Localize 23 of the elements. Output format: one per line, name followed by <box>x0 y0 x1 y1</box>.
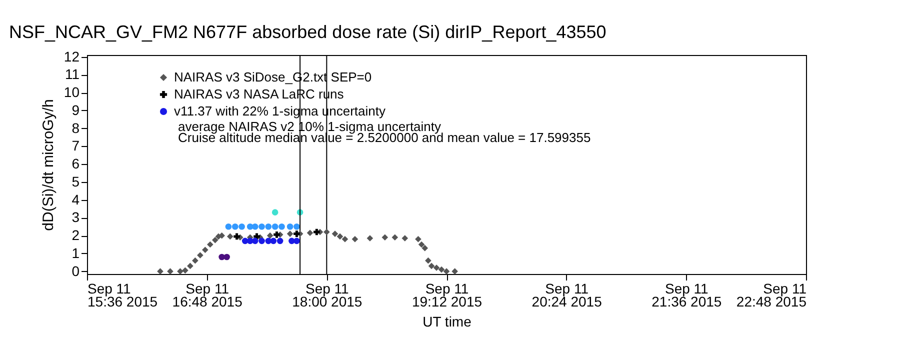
x-tick-label: Sep 11 16:48 2015 <box>172 280 243 310</box>
x-tick-label: Sep 11 15:36 2015 <box>88 280 158 310</box>
y-tick-label: 10 <box>64 84 80 100</box>
y-tick-label: 12 <box>64 48 80 64</box>
y-tick-label: 8 <box>72 120 80 136</box>
x-axis-title: UT time <box>422 314 472 330</box>
x-tick-label: Sep 11 21:36 2015 <box>652 280 722 310</box>
y-tick-label: 7 <box>72 138 80 154</box>
x-tick-label: Sep 11 19:12 2015 <box>412 280 482 310</box>
y-tick-label: 4 <box>72 191 80 208</box>
y-tick-label: 2 <box>72 227 80 244</box>
y-tick-label: 11 <box>64 66 80 82</box>
y-tick-label: 6 <box>72 156 80 172</box>
chart-title: NSF_NCAR_GV_FM2 N677F absorbed dose rate (Si) dirIP_Report_43550 <box>9 22 606 42</box>
y-tick-label: 5 <box>72 173 80 190</box>
y-tick-label: 3 <box>72 209 80 226</box>
y-axis-title: dD(Si)/dt microGy/h <box>40 99 57 231</box>
y-tick-label: 0 <box>72 262 80 279</box>
x-tick-label: Sep 11 18:00 2015 <box>292 280 362 310</box>
y-tick-label: 1 <box>72 244 80 261</box>
y-tick-label: 9 <box>72 102 80 118</box>
x-tick-label: Sep 11 20:24 2015 <box>532 280 602 310</box>
x-tick-label: Sep 11 22:48 2015 <box>736 280 807 310</box>
